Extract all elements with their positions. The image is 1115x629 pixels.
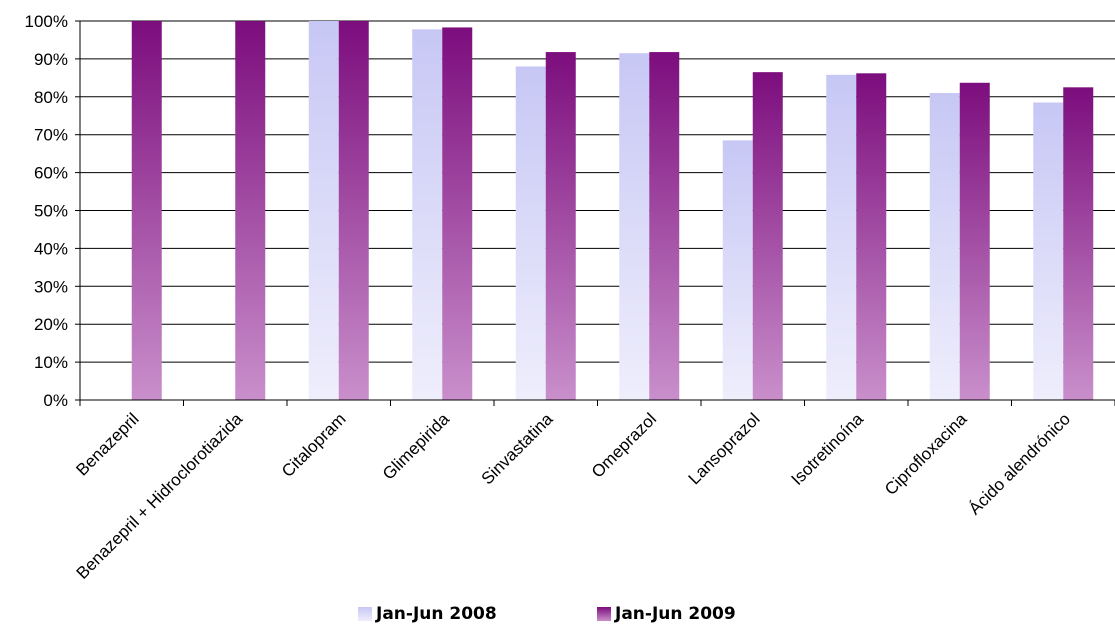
bar-2008	[929, 93, 960, 400]
y-tick-label: 20%	[34, 315, 68, 334]
bar-2008	[722, 140, 753, 400]
bar-2008	[412, 29, 443, 400]
bar-2009	[235, 21, 266, 400]
axes	[79, 21, 1115, 406]
bar-2009	[545, 52, 576, 400]
bar-2009	[131, 21, 162, 400]
bar-2009	[856, 73, 887, 400]
legend-swatch-2008	[358, 607, 372, 621]
legend-label-2009: Jan-Jun 2009	[615, 604, 736, 624]
y-tick-label: 40%	[34, 239, 68, 258]
legend-item-2009: Jan-Jun 2009	[597, 604, 736, 624]
y-tick-label: 70%	[34, 126, 68, 145]
bar-2009	[442, 27, 473, 401]
y-tick-label: 10%	[34, 353, 68, 372]
x-tick-label: Benazepril + Hidroclorotiazida	[73, 409, 247, 583]
y-tick-label: 30%	[34, 277, 68, 296]
legend: Jan-Jun 2008 Jan-Jun 2009	[0, 604, 1115, 629]
legend-swatch-2009	[597, 607, 611, 621]
x-tick-label: Benazepril	[72, 409, 142, 479]
x-tick-label: Sinvastatina	[478, 409, 557, 488]
x-tick-label: Glimepirida	[379, 409, 454, 484]
x-tick-label: Omeprazol	[588, 409, 660, 481]
y-tick-label: 90%	[34, 50, 68, 69]
y-tick-label: 60%	[34, 164, 68, 183]
x-tick-label: Ciprofloxacina	[881, 409, 971, 499]
bar-2009	[649, 52, 680, 400]
bar-2008	[619, 53, 650, 401]
bar-2009	[338, 21, 369, 400]
x-tick-label: Citalopram	[278, 409, 350, 481]
bar-2009	[959, 82, 990, 400]
legend-label-2008: Jan-Jun 2008	[376, 604, 497, 624]
bar-2008	[515, 66, 546, 400]
bar-2008	[308, 21, 339, 400]
bar-2008	[1033, 102, 1064, 401]
y-tick-label: 0%	[43, 391, 68, 410]
x-tick-label: Lansoprazol	[685, 409, 764, 488]
y-tick-label: 100%	[25, 12, 68, 31]
x-tick-label: Isotretinoína	[787, 409, 867, 489]
y-tick-label: 50%	[34, 202, 68, 221]
y-tick-label: 80%	[34, 88, 68, 107]
legend-item-2008: Jan-Jun 2008	[358, 604, 497, 624]
x-tick-label: Ácido alendrónico	[965, 409, 1074, 518]
bars	[131, 21, 1094, 401]
bar-2009	[1063, 87, 1094, 400]
bar-2009	[752, 72, 783, 400]
y-tick-labels: 0% 10% 20% 30% 40% 50% 60% 70% 80% 90% 100%	[25, 12, 68, 410]
bar-2008	[826, 74, 857, 401]
